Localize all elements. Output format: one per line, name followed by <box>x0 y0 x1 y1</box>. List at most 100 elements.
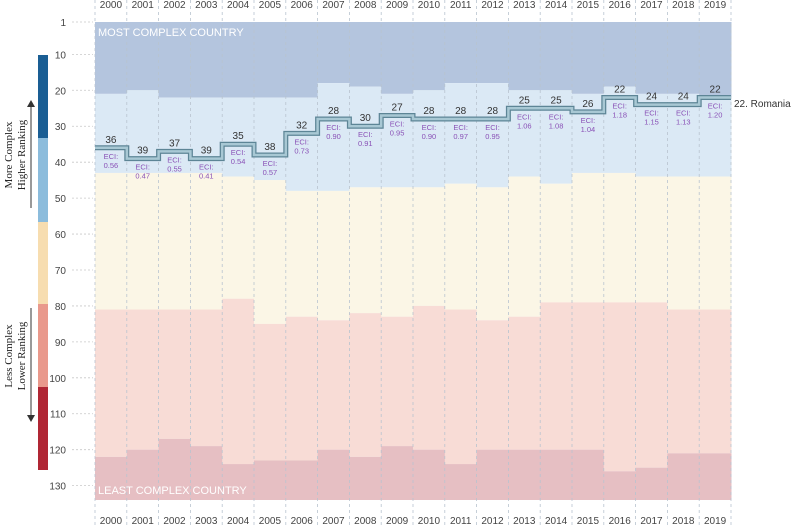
eci-value-label: 0.55 <box>167 164 182 173</box>
year-label-top: 2000 <box>100 0 123 11</box>
year-label-bottom: 2004 <box>227 516 250 525</box>
year-label-top: 2016 <box>609 0 632 11</box>
x-axis-labels-bottom: 2000 2001 2002 2003 2004 2005 2006 2007 2008 2009… <box>100 516 727 525</box>
band-blue <box>540 22 573 91</box>
y-tick-label: 20 <box>55 86 67 97</box>
rank-label: 36 <box>105 135 117 146</box>
band-blue <box>635 22 668 94</box>
band-red <box>254 460 287 500</box>
complexity-sidebar <box>27 55 48 470</box>
band-red <box>603 471 637 500</box>
year-label-bottom: 2013 <box>513 516 536 525</box>
eci-prefix-label: ECI: <box>326 123 341 132</box>
band-pink <box>540 302 573 450</box>
band-pink <box>476 320 509 450</box>
rank-label: 28 <box>455 106 467 117</box>
band-blue <box>349 22 382 87</box>
band-blue <box>190 22 223 98</box>
y-tick-label: 40 <box>55 158 67 169</box>
band-cream <box>667 176 700 310</box>
side-label-lower-2: Lower Ranking <box>16 321 28 390</box>
band-pink <box>699 309 732 454</box>
eci-value-label: 1.20 <box>708 110 723 119</box>
band-blue <box>285 22 319 98</box>
eci-value-label: 1.18 <box>612 110 627 119</box>
eci-value-label: 1.04 <box>581 125 596 134</box>
band-pink <box>381 316 414 447</box>
band-cream <box>190 172 223 310</box>
eci-prefix-label: ECI: <box>581 116 596 125</box>
year-label-bottom: 2014 <box>545 516 568 525</box>
eci-prefix-label: ECI: <box>231 148 246 157</box>
least-complex-label: LEAST COMPLEX COUNTRY <box>98 485 247 497</box>
band-red <box>285 460 319 500</box>
year-label-bottom: 2006 <box>291 516 314 525</box>
band-pink <box>349 313 382 457</box>
band-lightblue <box>603 86 637 173</box>
band-cream <box>95 172 128 310</box>
eci-prefix-label: ECI: <box>485 123 500 132</box>
band-red <box>540 449 573 500</box>
band-cream <box>222 176 255 299</box>
band-cream <box>254 180 287 324</box>
year-label-bottom: 2015 <box>577 516 600 525</box>
year-label-top: 2019 <box>704 0 727 11</box>
eci-value-label: 1.15 <box>644 118 659 127</box>
rank-label: 26 <box>582 99 594 110</box>
band-lightblue <box>381 93 414 188</box>
eci-value-label: 0.57 <box>263 168 278 177</box>
arrow-down-head <box>27 415 35 422</box>
eci-prefix-label: ECI: <box>517 112 532 121</box>
rank-label: 32 <box>296 120 308 131</box>
band-pink <box>95 309 128 457</box>
eci-prefix-label: ECI: <box>422 123 437 132</box>
band-lightblue <box>285 97 319 191</box>
band-pink <box>413 305 446 450</box>
eci-value-label: 0.90 <box>422 132 437 141</box>
eci-prefix-label: ECI: <box>167 155 182 164</box>
rank-label: 35 <box>233 131 245 142</box>
eci-value-label: 0.41 <box>199 172 214 181</box>
band-blue <box>126 22 160 91</box>
band-pink <box>222 298 255 465</box>
band-blue <box>254 22 287 98</box>
band-blue <box>508 22 541 91</box>
band-pink <box>317 320 350 450</box>
band-pink <box>158 309 191 439</box>
band-red <box>572 449 605 500</box>
rank-label: 22 <box>614 84 626 95</box>
sidebar-segment <box>38 138 48 222</box>
band-cream <box>699 176 732 310</box>
year-label-bottom: 2005 <box>259 516 282 525</box>
band-lightblue <box>444 83 478 184</box>
eci-value-label: 0.90 <box>326 132 341 141</box>
year-label-top: 2004 <box>227 0 250 11</box>
rank-step-line <box>95 96 731 160</box>
band-red <box>699 453 732 500</box>
band-cream <box>476 187 509 321</box>
band-lightblue <box>413 90 446 188</box>
band-pink <box>508 316 541 450</box>
year-label-bottom: 2007 <box>322 516 345 525</box>
year-label-bottom: 2019 <box>704 516 727 525</box>
year-label-bottom: 2017 <box>640 516 663 525</box>
rank-label: 24 <box>678 92 690 103</box>
band-blue <box>158 22 191 98</box>
eci-prefix-label: ECI: <box>549 112 564 121</box>
band-lightblue <box>635 93 668 177</box>
country-label: 22. Romania <box>734 99 791 110</box>
y-tick-label: 90 <box>55 338 67 349</box>
rank-labels: 36 39 37 39 35 38 32 28 30 27 28 28 28 25 25 26 22 24 24 22 <box>105 84 721 156</box>
band-blue <box>476 22 509 84</box>
band-cream <box>635 176 668 303</box>
year-label-top: 2012 <box>481 0 504 11</box>
side-labels: More Complex Higher Ranking Less Complex… <box>3 119 28 390</box>
eci-value-label: 1.08 <box>549 121 564 130</box>
eci-prefix-label: ECI: <box>199 163 214 172</box>
y-tick-label: 120 <box>49 446 66 457</box>
year-label-top: 2003 <box>195 0 218 11</box>
band-pink <box>444 309 478 465</box>
band-cream <box>285 190 319 317</box>
band-cream <box>413 187 446 306</box>
